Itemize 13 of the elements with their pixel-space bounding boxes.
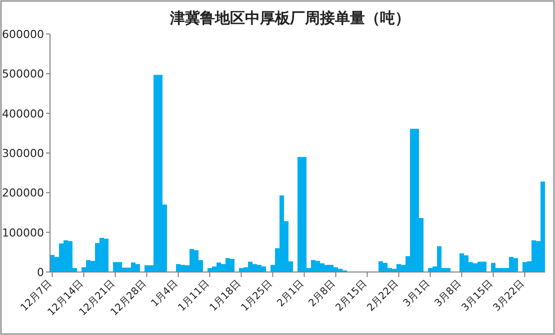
x-tick-label: 2月22日 (365, 278, 401, 314)
y-tick-label: 400000 (2, 107, 44, 120)
y-tick-label: 300000 (2, 147, 44, 160)
y-tick-label: 100000 (2, 226, 44, 240)
x-tick-label: 3月22日 (491, 278, 527, 314)
x-tick-label: 3月1日 (401, 278, 432, 310)
chart-title: 津冀鲁地区中厚板厂周接单量（吨） (169, 9, 410, 27)
x-tick-label: 2月1日 (275, 278, 306, 310)
y-tick-label: 600000 (2, 28, 44, 41)
y-tick-label: 500000 (2, 68, 44, 81)
y-tick-label: 0 (37, 266, 44, 279)
y-tick-label: 200000 (2, 186, 44, 200)
x-tick-label: 1月25日 (239, 278, 275, 314)
